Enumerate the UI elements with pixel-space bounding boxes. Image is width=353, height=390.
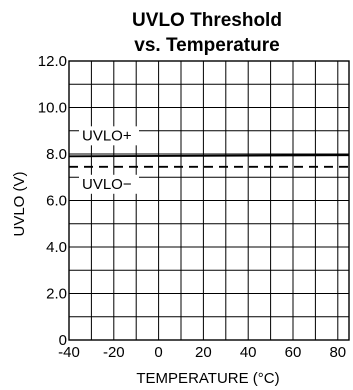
y-tick-label: 10.0: [38, 100, 67, 117]
series-lines: UVLO+ UVLO−: [68, 126, 350, 194]
y-tick-label: 12.0: [38, 53, 67, 70]
series-label-background: [79, 174, 139, 194]
y-tick-label: 0: [59, 332, 67, 349]
tick-labels: 0 2.0 4.0 6.0 8.0 10.0 12.0 -40 -20 0 20 40 60 80: [38, 53, 346, 361]
chart-title-line-2: vs. Temperature: [134, 35, 279, 56]
x-tick-label: 60: [285, 344, 302, 361]
y-tick-label: 8.0: [46, 146, 67, 163]
x-tick-label: -40: [58, 344, 80, 361]
series-line: [68, 154, 350, 158]
y-tick-label: 4.0: [46, 239, 67, 256]
series-label: UVLO−: [82, 176, 132, 193]
grid: [68, 60, 350, 341]
x-tick-label: 0: [154, 344, 162, 361]
series-label-background: [79, 126, 139, 146]
y-axis-label: UVLO (V): [11, 171, 28, 236]
x-tick-label: 80: [329, 344, 346, 361]
x-tick-label: 20: [195, 344, 212, 361]
x-tick-label: -20: [103, 344, 125, 361]
series-label: UVLO+: [82, 127, 132, 144]
plot-frame: [68, 60, 350, 341]
y-tick-label: 2.0: [46, 286, 67, 303]
x-axis-label: TEMPERATURE (°C): [136, 370, 279, 387]
y-tick-label: 6.0: [46, 193, 67, 210]
chart-title-line-1: UVLO Threshold: [132, 10, 282, 31]
x-tick-label: 40: [240, 344, 257, 361]
